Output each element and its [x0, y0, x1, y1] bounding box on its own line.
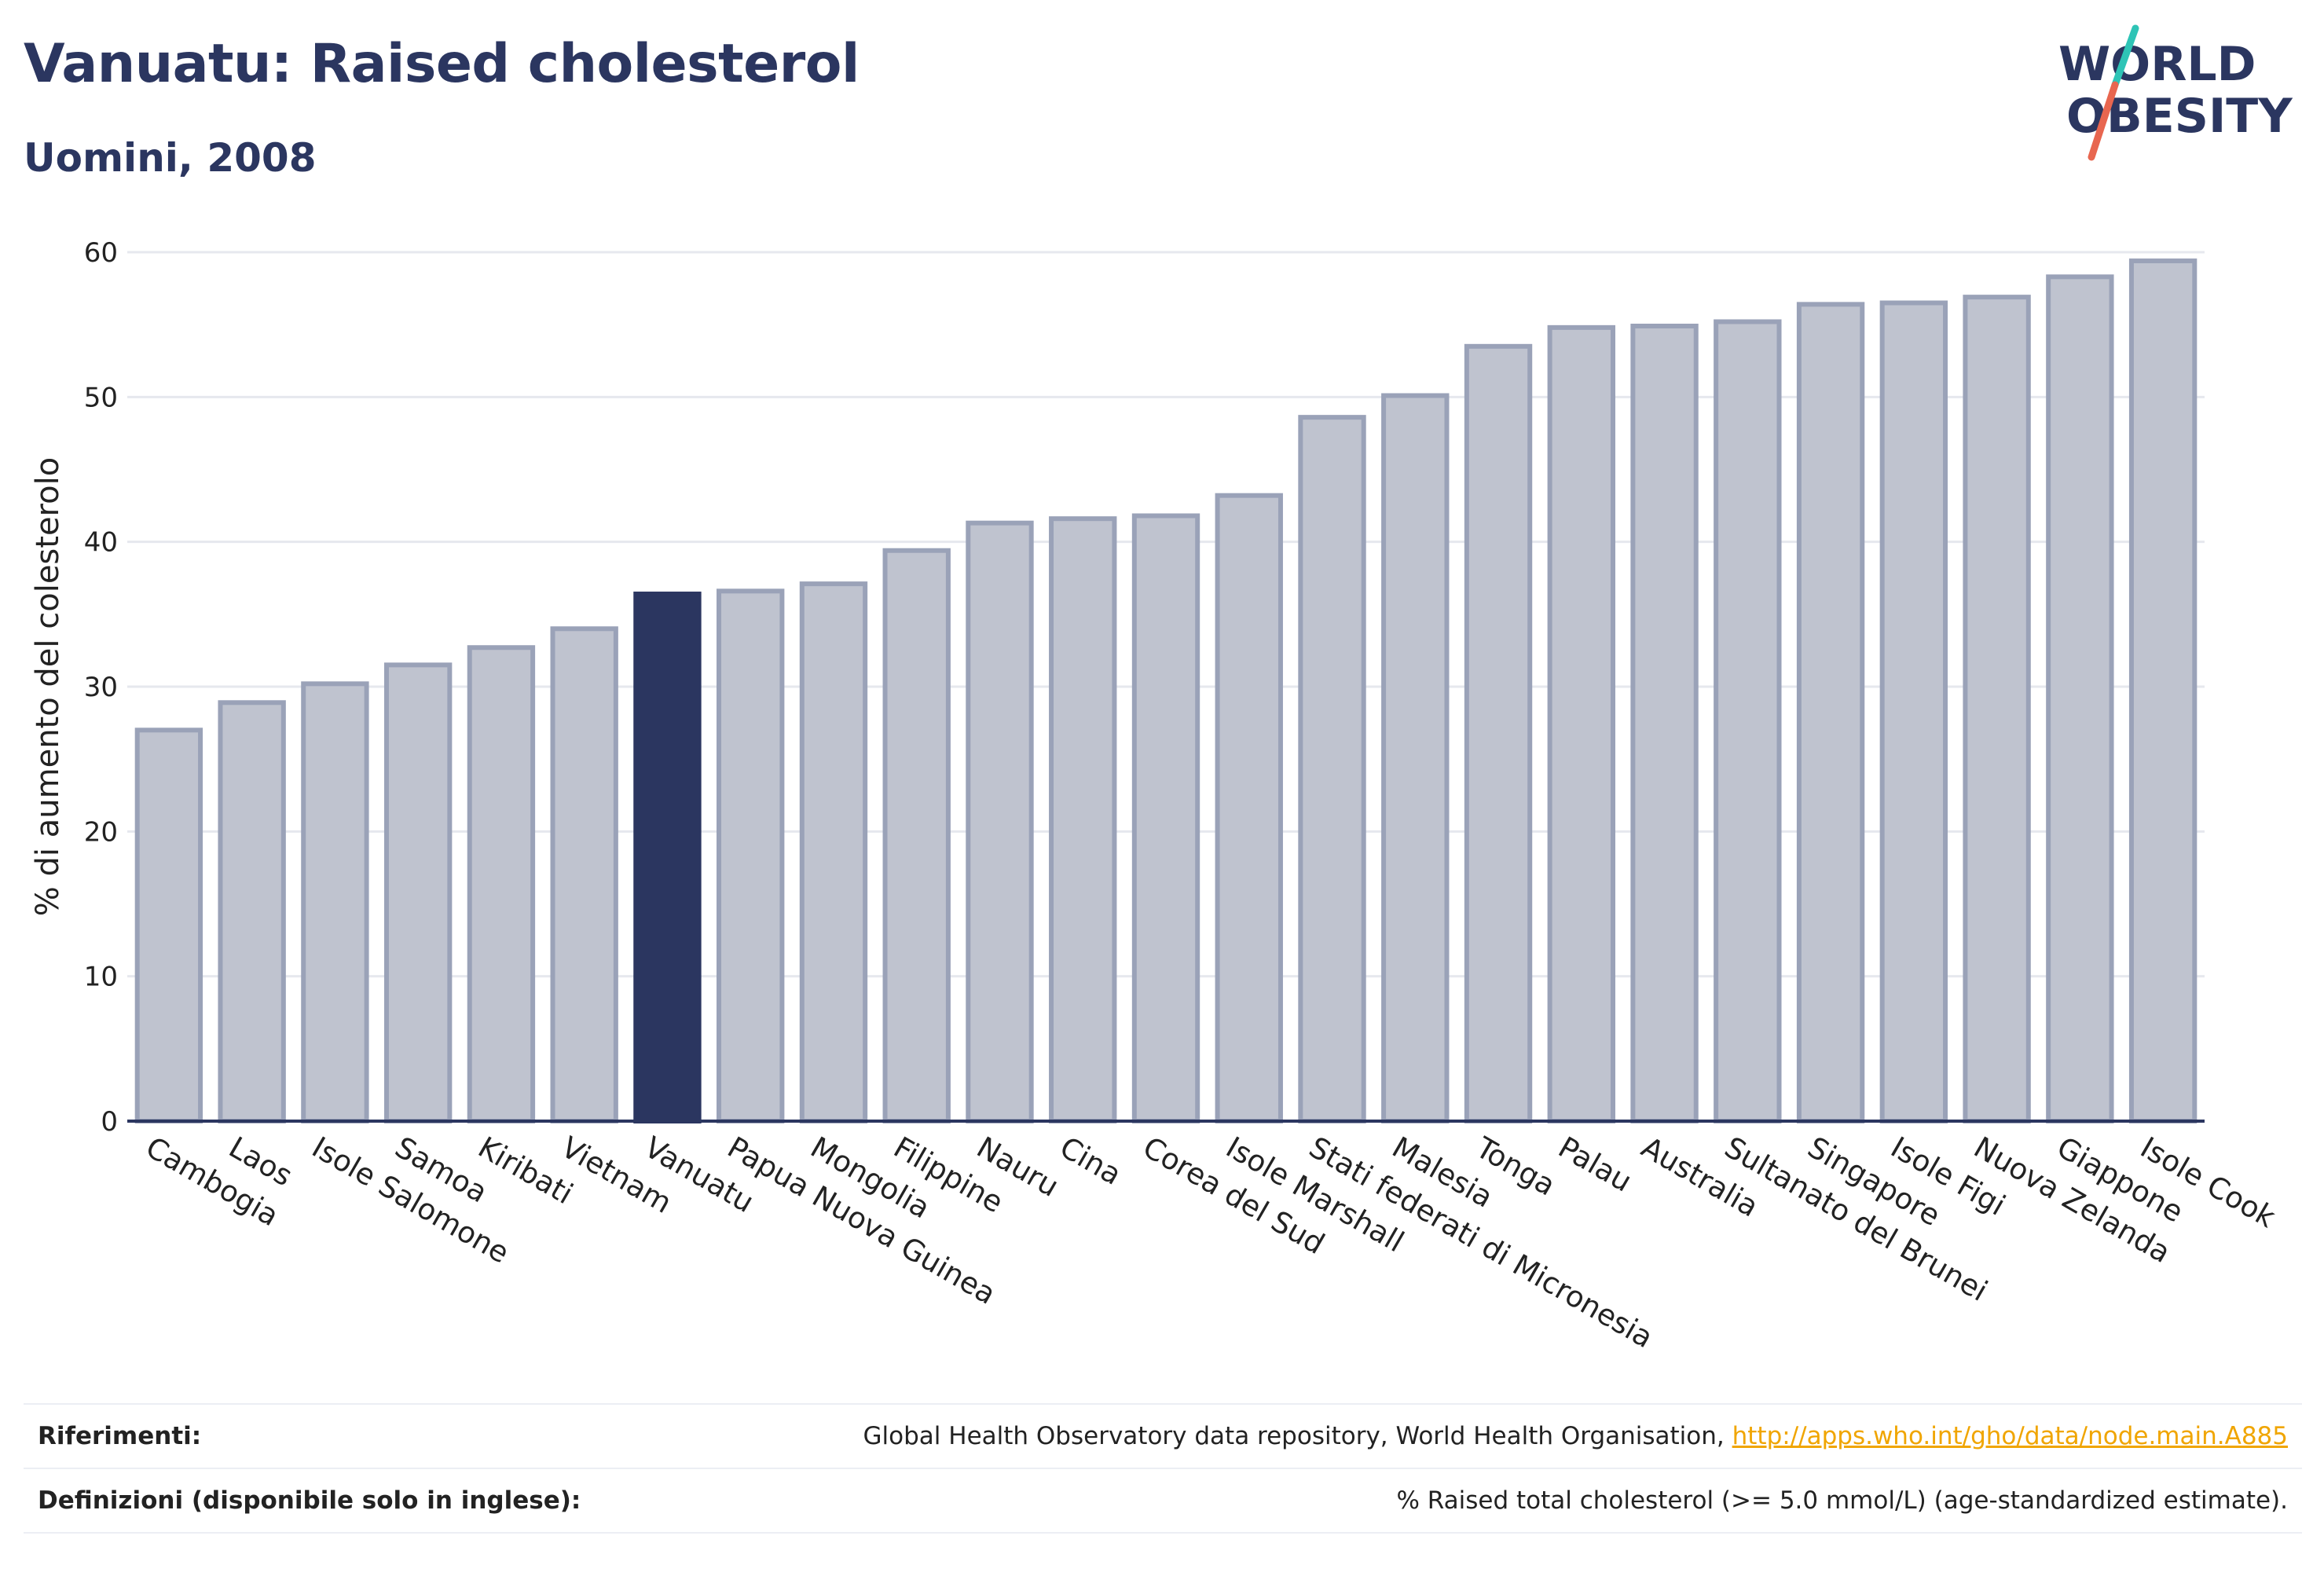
y-tick-label: 10: [84, 962, 118, 993]
definitions-row: Definizioni (disponibile solo in inglese…: [24, 1468, 2302, 1532]
references-text: Global Health Observatory data repositor…: [863, 1422, 1732, 1450]
logo-slash-bottom: [2088, 81, 2119, 161]
y-tick-label: 40: [84, 527, 118, 559]
bar-stati-federati-di-micronesia: [1298, 415, 1366, 1123]
bar-australia: [1630, 324, 1699, 1123]
x-tick-label: Cina: [1054, 1131, 1127, 1192]
bar-vietnam: [550, 626, 618, 1123]
bar-nauru: [966, 520, 1034, 1123]
bar-palau: [1547, 324, 1615, 1123]
y-tick-label: 60: [84, 237, 118, 269]
references-label: Riferimenti:: [38, 1422, 202, 1450]
logo-slash-top: [2111, 24, 2139, 89]
y-tick-label: 20: [84, 816, 118, 848]
bar-isole-figi: [1879, 300, 1948, 1123]
bar-cambogia: [134, 728, 203, 1123]
bar-laos: [218, 700, 286, 1123]
references-link[interactable]: http://apps.who.int/gho/data/node.main.A…: [1732, 1422, 2288, 1450]
bar-papua-nuova-guinea: [717, 588, 785, 1123]
chart-subtitle: Uomini, 2008: [24, 135, 317, 181]
y-tick-label: 50: [84, 382, 118, 413]
bars: [134, 258, 2198, 1124]
x-tick-label: Palau: [1552, 1131, 1637, 1199]
references-value: Global Health Observatory data repositor…: [863, 1422, 2302, 1450]
bar-samoa: [383, 662, 453, 1123]
bar-tonga: [1464, 343, 1533, 1124]
world-obesity-logo: WORLD OBESITY: [2058, 24, 2293, 161]
bar-isole-cook: [2128, 258, 2198, 1123]
bar-kiribati: [467, 645, 536, 1123]
bar-malesia: [1381, 393, 1450, 1123]
bar-giappone: [2046, 274, 2114, 1123]
bar-nuova-zelanda: [1963, 295, 2031, 1124]
footer-divider: [24, 1532, 2302, 1534]
y-tick-label: 30: [84, 672, 118, 703]
y-axis-ticks: 0 10 20 30 40 50 60: [84, 237, 118, 1138]
bar-filippine: [882, 548, 951, 1123]
bar-cina: [1049, 516, 1117, 1123]
definitions-label: Definizioni (disponibile solo in inglese…: [38, 1486, 581, 1515]
bar-mongolia: [799, 581, 868, 1123]
bar-singapore: [1796, 302, 1865, 1123]
bar-sultanato-del-brunei: [1714, 319, 1782, 1124]
bar-vanuatu: [633, 592, 702, 1123]
y-axis-label: % di aumento del colesterolo: [30, 457, 66, 916]
definitions-text: % Raised total cholesterol (>= 5.0 mmol/…: [1396, 1486, 2288, 1515]
bar-corea-del-sud: [1131, 513, 1200, 1123]
logo-line-1: WORLD: [2058, 37, 2256, 92]
chart-title: Vanuatu: Raised cholesterol: [24, 33, 860, 95]
x-tick-label: Kiribati: [472, 1131, 578, 1211]
y-tick-label: 0: [101, 1106, 118, 1138]
bar-isole-salomone: [301, 681, 369, 1123]
bar-isole-marshall: [1215, 493, 1283, 1123]
references-row: Riferimenti: Global Health Observatory d…: [24, 1403, 2302, 1468]
